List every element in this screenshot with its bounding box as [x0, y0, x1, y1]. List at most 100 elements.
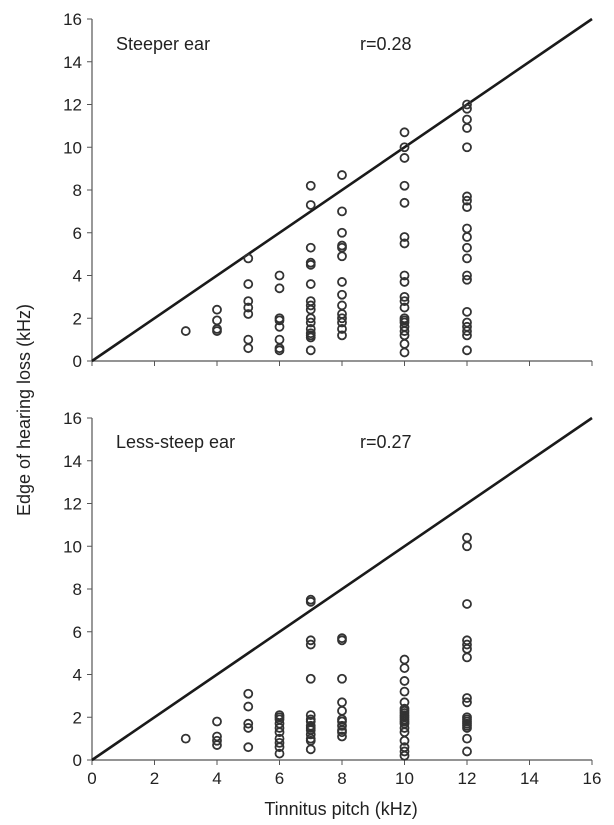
data-point [462, 746, 472, 757]
panel-title: Less-steep ear [116, 432, 235, 452]
x-tick-label: 8 [337, 769, 346, 788]
data-point [462, 639, 472, 650]
x-tick-label: 0 [87, 769, 96, 788]
data-point [212, 326, 222, 336]
y-tick-label: 14 [63, 53, 82, 72]
data-point [243, 309, 254, 319]
y-tick-label: 6 [73, 224, 82, 243]
data-point [462, 541, 472, 552]
data-point [462, 274, 472, 285]
y-axis-label: Edge of hearing loss (kHz) [14, 304, 34, 516]
data-point [305, 744, 316, 755]
data-point [305, 279, 316, 289]
data-point [462, 697, 472, 708]
data-point [399, 142, 410, 153]
x-tick-label: 6 [275, 769, 284, 788]
identity-line [91, 416, 593, 762]
y-tick-label: 16 [63, 10, 82, 29]
data-point [212, 315, 222, 326]
data-point [337, 317, 347, 328]
data-point [243, 296, 254, 307]
data-point [399, 291, 410, 302]
data-point [462, 270, 472, 281]
data-point [305, 596, 316, 607]
data-point [462, 114, 472, 125]
data-point [305, 313, 316, 324]
y-tick-label: 0 [73, 751, 82, 770]
data-point [305, 635, 316, 646]
data-point [462, 330, 472, 341]
data-point [462, 345, 472, 356]
data-point [212, 716, 222, 727]
data-point [243, 701, 254, 712]
data-point [399, 735, 410, 746]
data-point [305, 300, 316, 311]
data-point [305, 639, 316, 650]
data-point [399, 338, 410, 349]
data-point [399, 277, 410, 287]
data-point [337, 727, 347, 738]
data-point [462, 223, 472, 234]
data-point [305, 200, 316, 210]
data-point [399, 302, 410, 313]
data-point [337, 289, 347, 300]
correlation-annotation: r=0.28 [360, 34, 412, 54]
data-point [305, 332, 316, 343]
y-tick-label: 8 [73, 181, 82, 200]
x-tick-label: 12 [458, 769, 477, 788]
x-tick-label: 10 [395, 769, 414, 788]
y-tick-label: 6 [73, 623, 82, 642]
data-point [462, 733, 472, 744]
data-point [462, 232, 472, 242]
y-tick-label: 10 [63, 537, 82, 556]
x-tick-label: 14 [520, 769, 539, 788]
data-point [462, 202, 472, 213]
data-point [462, 693, 472, 703]
data-point [399, 296, 410, 307]
x-axis-label: Tinnitus pitch (kHz) [264, 799, 417, 819]
data-point [337, 277, 347, 287]
data-point [399, 347, 410, 358]
x-tick-label: 2 [150, 769, 159, 788]
data-point [399, 723, 410, 733]
data-point [399, 232, 410, 242]
data-point [399, 663, 410, 673]
data-point [462, 599, 472, 609]
data-point [180, 733, 191, 744]
data-point [274, 748, 285, 759]
data-point [305, 729, 316, 740]
data-point [462, 99, 472, 110]
data-point [462, 253, 472, 264]
data-point [243, 742, 254, 753]
data-point [243, 723, 254, 733]
data-point [399, 197, 410, 208]
data-point [243, 302, 254, 313]
data-point [243, 343, 254, 354]
data-point [399, 654, 410, 665]
data-point [243, 718, 254, 729]
y-tick-label: 12 [63, 96, 82, 115]
data-point [305, 673, 316, 684]
y-tick-label: 2 [73, 708, 82, 727]
data-point [462, 142, 472, 153]
data-point [337, 324, 347, 334]
data-point [399, 676, 410, 686]
data-point [462, 652, 472, 663]
data-point [305, 345, 316, 356]
data-point [462, 532, 472, 543]
data-point [274, 727, 285, 738]
data-point [462, 191, 472, 202]
data-point [337, 313, 347, 324]
top-panel: 0 2 4 6 8 10 12 14 16 Steeper ear r=0.28 [63, 10, 593, 371]
data-point [305, 242, 316, 253]
data-point [243, 253, 254, 264]
correlation-annotation: r=0.27 [360, 432, 412, 452]
data-point [274, 283, 285, 294]
data-point [462, 723, 472, 733]
data-point [337, 673, 347, 684]
x-tick-label: 4 [212, 769, 221, 788]
data-point [337, 300, 347, 311]
y-tick-label: 8 [73, 580, 82, 599]
data-point [399, 750, 410, 761]
